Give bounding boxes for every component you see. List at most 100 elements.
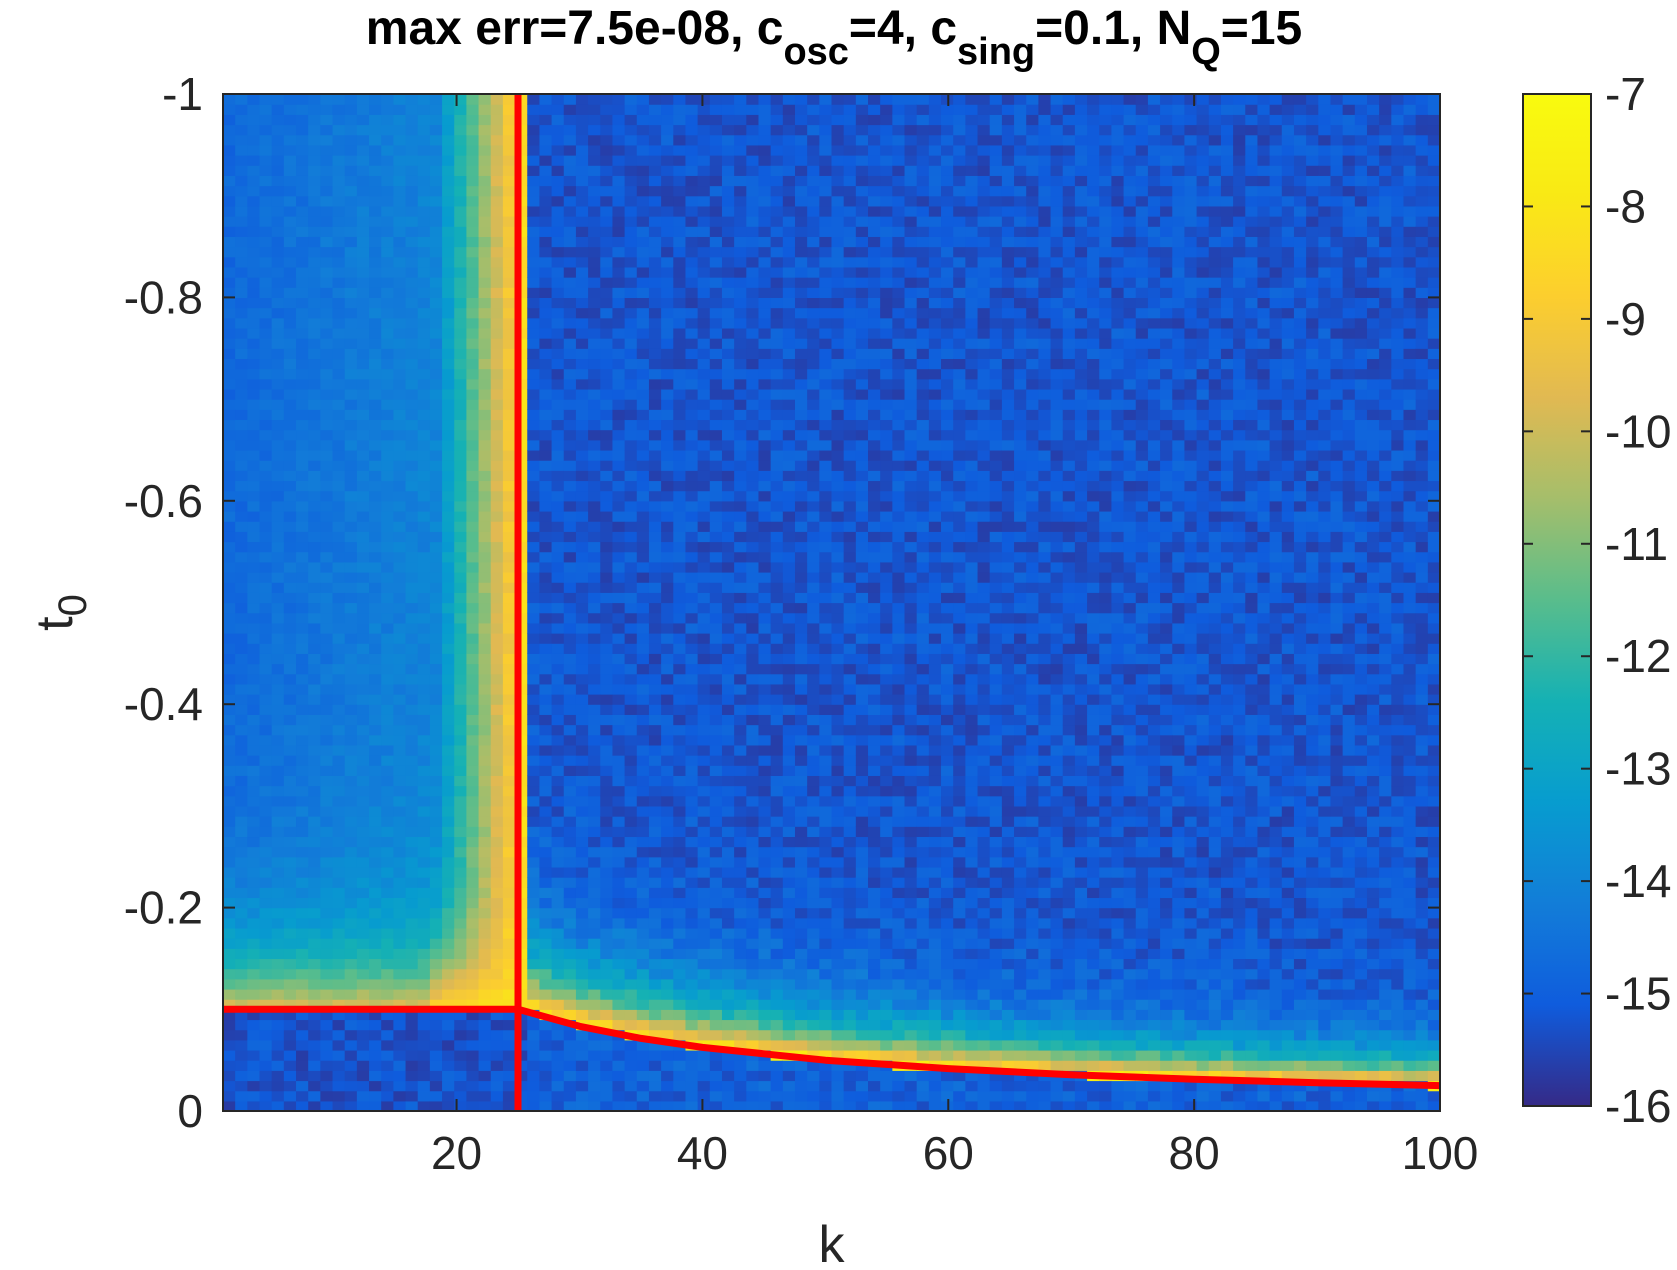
- heatmap-cell: [782, 368, 796, 380]
- heatmap-cell: [454, 602, 467, 614]
- heatmap-cell: [770, 94, 784, 105]
- heatmap-cell: [235, 480, 248, 492]
- heatmap-cell: [393, 531, 407, 543]
- heatmap-cell: [770, 582, 784, 593]
- heatmap-cell: [734, 927, 747, 939]
- heatmap-cell: [539, 144, 553, 156]
- heatmap-cell: [308, 744, 321, 756]
- heatmap-cell: [235, 358, 248, 370]
- heatmap-cell: [539, 226, 553, 237]
- heatmap-cell: [247, 531, 261, 543]
- heatmap-cell: [442, 958, 455, 970]
- heatmap-cell: [807, 287, 820, 298]
- heatmap-cell: [782, 856, 796, 868]
- heatmap-cell: [393, 510, 407, 522]
- heatmap-cell: [539, 897, 553, 909]
- heatmap-cell: [381, 826, 394, 838]
- heatmap-cell: [478, 826, 492, 838]
- heatmap-cell: [296, 470, 309, 482]
- heatmap-cell: [429, 124, 443, 136]
- heatmap-cell: [819, 470, 833, 482]
- heatmap-cell: [807, 561, 820, 573]
- heatmap-cell: [661, 734, 674, 746]
- heatmap-cell: [308, 175, 321, 187]
- heatmap-cell: [624, 195, 638, 207]
- heatmap-cell: [308, 460, 321, 471]
- heatmap-cell: [661, 744, 674, 756]
- heatmap-cell: [709, 663, 723, 675]
- heatmap-cell: [490, 338, 504, 349]
- heatmap-cell: [308, 734, 321, 746]
- heatmap-cell: [344, 378, 358, 390]
- heatmap-cell: [466, 144, 480, 156]
- heatmap-cell: [502, 612, 516, 624]
- heatmap-cell: [807, 144, 820, 156]
- heatmap-cell: [320, 866, 334, 878]
- heatmap-cell: [758, 704, 772, 715]
- heatmap-cell: [502, 887, 516, 899]
- heatmap-cell: [417, 785, 431, 797]
- heatmap-cell: [283, 399, 297, 410]
- heatmap-cell: [807, 1080, 820, 1092]
- heatmap-cell: [575, 602, 589, 614]
- heatmap-cell: [673, 155, 687, 166]
- heatmap-cell: [807, 1090, 820, 1102]
- heatmap-cell: [296, 449, 309, 461]
- heatmap-cell: [588, 165, 601, 176]
- heatmap-cell: [807, 1049, 820, 1061]
- heatmap-cell: [320, 1029, 334, 1041]
- heatmap-cell: [247, 368, 261, 380]
- heatmap-cell: [332, 287, 346, 298]
- heatmap-cell: [734, 1070, 747, 1082]
- heatmap-cell: [648, 1080, 662, 1092]
- heatmap-cell: [490, 694, 504, 705]
- heatmap-cell: [685, 612, 699, 624]
- heatmap-cell: [235, 938, 248, 949]
- heatmap-cell: [551, 836, 565, 848]
- heatmap-cell: [356, 816, 370, 827]
- heatmap-cell: [344, 571, 358, 583]
- heatmap-cell: [478, 765, 492, 776]
- heatmap-cell: [539, 785, 553, 797]
- heatmap-cell: [259, 531, 273, 543]
- heatmap-cell: [502, 673, 516, 685]
- heatmap-cell: [393, 470, 407, 482]
- heatmap-cell: [369, 988, 382, 1000]
- heatmap-cell: [502, 846, 516, 858]
- heatmap-cell: [356, 561, 370, 573]
- heatmap-cell: [685, 449, 699, 461]
- heatmap-cell: [247, 866, 261, 878]
- heatmap-cell: [283, 246, 297, 258]
- heatmap-cell: [478, 460, 492, 471]
- heatmap-cell: [393, 409, 407, 421]
- heatmap-cell: [770, 673, 784, 685]
- heatmap-cell: [283, 277, 297, 288]
- heatmap-cell: [794, 755, 808, 766]
- heatmap-cell: [697, 439, 711, 451]
- heatmap-cell: [344, 673, 358, 685]
- heatmap-cell: [442, 266, 455, 278]
- heatmap-cell: [563, 165, 577, 176]
- heatmap-cell: [247, 948, 261, 960]
- heatmap-cell: [539, 938, 553, 949]
- heatmap-cell: [794, 612, 808, 624]
- heatmap-cell: [563, 622, 577, 634]
- heatmap-cell: [746, 958, 760, 970]
- heatmap-cell: [320, 307, 334, 319]
- heatmap-cell: [794, 663, 808, 675]
- heatmap-cell: [235, 673, 248, 685]
- heatmap-cell: [600, 1009, 614, 1021]
- heatmap-cell: [405, 1070, 419, 1082]
- heatmap-cell: [527, 765, 541, 776]
- heatmap-cell: [247, 907, 261, 919]
- heatmap-cell: [697, 683, 711, 695]
- heatmap-cell: [794, 317, 808, 329]
- heatmap-cell: [320, 612, 334, 624]
- heatmap-cell: [296, 1090, 309, 1102]
- heatmap-cell: [356, 755, 370, 766]
- heatmap-cell: [381, 124, 394, 136]
- heatmap-cell: [770, 226, 784, 237]
- heatmap-cell: [356, 958, 370, 970]
- heatmap-cell: [271, 541, 285, 553]
- heatmap-cell: [223, 734, 236, 746]
